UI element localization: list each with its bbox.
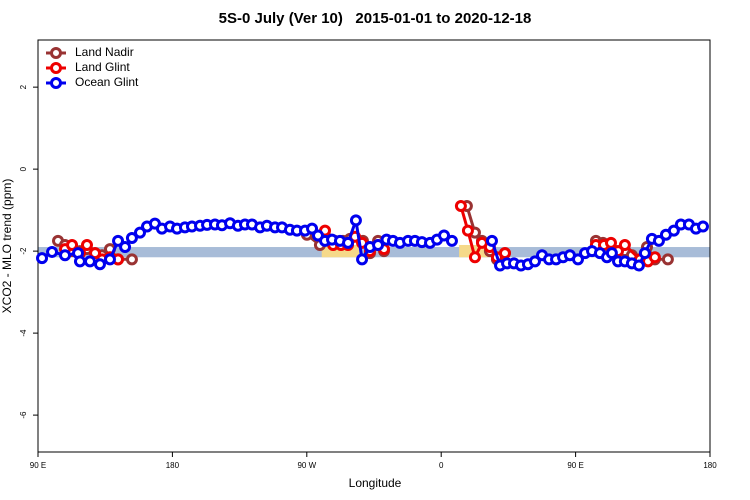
x-tick-label: 180	[166, 461, 180, 470]
data-point	[93, 258, 106, 271]
x-tick-label: 90 E	[30, 461, 46, 470]
y-tick-label: 0	[19, 166, 28, 171]
legend-marker	[50, 47, 62, 59]
y-tick-label: -4	[19, 329, 28, 337]
data-point	[66, 238, 79, 251]
legend-label: Land Nadir	[75, 45, 134, 59]
data-point	[485, 234, 498, 247]
data-point	[528, 255, 541, 268]
chart-title: 5S-0 July (Ver 10) 2015-01-01 to 2020-12…	[219, 10, 532, 27]
data-point	[632, 259, 645, 272]
data-point	[468, 251, 481, 264]
data-point	[36, 252, 49, 265]
y-tick-label: -2	[19, 247, 28, 255]
data-point	[356, 253, 369, 266]
data-point	[372, 238, 385, 251]
data-point	[661, 253, 674, 266]
data-point	[638, 247, 651, 260]
y-axis-label: XCO2 - MLO trend (ppm)	[0, 179, 14, 314]
x-axis-label: Longitude	[349, 476, 402, 490]
data-point	[103, 253, 116, 266]
x-tick-label: 90 E	[567, 461, 583, 470]
data-point	[438, 229, 451, 242]
data-point	[349, 214, 362, 227]
x-tick-label: 180	[703, 461, 717, 470]
data-point	[604, 236, 617, 249]
data-point	[618, 238, 631, 251]
data-point	[125, 232, 138, 245]
legend-marker	[50, 77, 62, 89]
data-point	[652, 234, 665, 247]
x-tick-label: 0	[439, 461, 444, 470]
data-point	[571, 253, 584, 266]
data-point	[80, 238, 93, 251]
y-tick-label: -6	[19, 411, 28, 419]
data-point	[46, 245, 59, 258]
data-point	[89, 247, 102, 260]
data-point	[125, 253, 138, 266]
data-point	[667, 224, 680, 237]
data-point	[342, 236, 355, 249]
data-point	[696, 220, 709, 233]
data-point	[133, 226, 146, 239]
data-point	[461, 224, 474, 237]
y-tick-label: 2	[19, 84, 28, 89]
plot-frame	[37, 39, 711, 453]
data-point	[83, 255, 96, 268]
data-point	[59, 249, 72, 262]
data-point	[306, 222, 319, 235]
data-point	[605, 247, 618, 260]
data-point	[445, 234, 458, 247]
legend-label: Land Glint	[75, 60, 130, 74]
data-point	[119, 241, 132, 254]
data-point	[498, 247, 511, 260]
x-tick-label: 90 W	[297, 461, 316, 470]
data-point	[454, 200, 467, 213]
data-point	[112, 234, 125, 247]
data-point	[648, 251, 661, 264]
data-point	[73, 255, 86, 268]
legend-label: Ocean Glint	[75, 75, 139, 89]
legend-marker	[50, 62, 62, 74]
